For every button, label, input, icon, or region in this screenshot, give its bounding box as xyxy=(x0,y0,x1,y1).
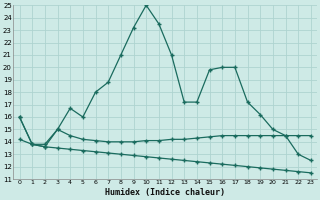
X-axis label: Humidex (Indice chaleur): Humidex (Indice chaleur) xyxy=(105,188,225,197)
